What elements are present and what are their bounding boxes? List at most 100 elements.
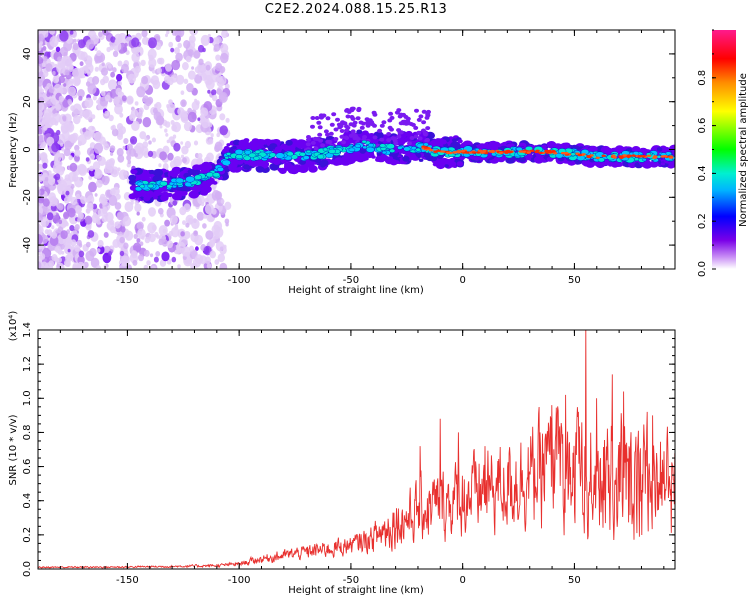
spectrogram-cell: [159, 124, 163, 129]
spectrogram-cell: [355, 116, 361, 121]
spectrogram-cell: [38, 173, 44, 183]
colorbar-tick-label: 0.6: [697, 118, 708, 134]
spectrogram-cell: [339, 129, 345, 133]
snr-y-tick-label: 1.4: [22, 322, 33, 338]
spectrogram-y-tick-label: 0: [22, 146, 33, 152]
spectrogram-cell: [669, 156, 674, 159]
spectrogram-cell: [84, 101, 90, 107]
spectrogram-cell: [179, 190, 188, 197]
spectrogram-cell: [197, 195, 205, 205]
spectrogram-cell: [452, 151, 457, 154]
spectrogram-cell: [64, 69, 70, 76]
spectrogram-cell: [117, 32, 127, 44]
spectrogram-cell: [113, 41, 122, 52]
spectrogram-cell: [415, 147, 421, 152]
spectrogram-cell: [195, 246, 199, 251]
spectrogram-cell: [333, 127, 339, 132]
spectrogram-cell: [57, 56, 62, 62]
spectrogram-cell: [43, 108, 52, 119]
snr-y-tick-label: 1.2: [22, 356, 33, 372]
spectrogram-cell: [67, 98, 72, 105]
spectrogram-cell: [219, 125, 228, 136]
spectrogram-cell: [75, 193, 81, 200]
spectrogram-cell: [134, 203, 142, 213]
spectrogram-cell: [134, 153, 138, 158]
spectrogram-cell: [74, 149, 81, 157]
spectrogram-cell: [109, 188, 116, 196]
spectrogram-cell: [365, 150, 375, 159]
spectrogram-cell: [130, 200, 134, 205]
spectrogram-cell: [423, 146, 429, 149]
spectrogram-cell: [104, 163, 113, 174]
spectrogram-cell: [177, 264, 181, 269]
spectrogram-cell: [177, 107, 185, 116]
spectrogram-cell: [144, 137, 148, 142]
spectrogram-cell: [440, 139, 447, 145]
spectrogram-cell: [57, 257, 62, 263]
spectrogram-cell: [108, 194, 118, 206]
spectrogram-cell: [493, 158, 500, 163]
spectrogram-cell: [128, 174, 137, 181]
spectrogram-cell: [70, 239, 77, 247]
spectrogram-cell: [70, 196, 78, 206]
spectrogram-cell: [448, 151, 453, 155]
spectrogram-cell: [39, 40, 44, 45]
spectrogram-cell: [244, 142, 251, 148]
spectrogram-cell: [201, 117, 210, 129]
spectrogram-cell: [191, 66, 195, 70]
spectrogram-cell: [69, 225, 75, 232]
spectrogram-cell: [392, 155, 398, 160]
spectrogram-cell: [161, 251, 170, 262]
spectrogram-cell: [356, 129, 363, 135]
spectrogram-cell: [67, 248, 71, 253]
spectrogram-cell: [386, 143, 395, 150]
spectrogram-cell: [81, 65, 89, 74]
spectrogram-cell: [456, 151, 462, 154]
spectrogram-cell: [140, 145, 149, 156]
spectrogram-cell: [631, 146, 641, 153]
spectrogram-cell: [181, 246, 191, 257]
spectrogram-cell: [155, 251, 161, 257]
spectrogram-cell: [108, 114, 114, 122]
spectrogram-cell: [216, 166, 224, 172]
spectrogram-cell: [253, 156, 260, 161]
spectrogram-cell: [425, 111, 431, 116]
spectrogram-cell: [54, 247, 59, 252]
spectrogram-cell: [84, 215, 93, 225]
spectrogram-cell: [215, 241, 225, 252]
spectrogram-cell: [72, 103, 82, 115]
spectrogram-cell: [67, 207, 76, 218]
spectrogram-cell: [656, 147, 663, 152]
spectrogram-cell: [349, 108, 355, 113]
spectrogram-cell: [409, 136, 415, 140]
spectrogram-cell: [45, 63, 53, 72]
spectrogram-cell: [96, 171, 101, 176]
spectrogram-cell: [42, 46, 47, 51]
spectrogram-cell: [53, 83, 62, 94]
spectrogram-cell: [179, 236, 188, 247]
spectrogram-cell: [150, 75, 160, 86]
spectrogram-cell: [60, 142, 64, 147]
spectrogram-cell: [424, 138, 430, 143]
spectrogram-cell: [158, 238, 164, 246]
spectrogram-cell: [117, 212, 124, 220]
spectrogram-cell: [112, 67, 117, 73]
spectrogram-cell: [188, 70, 196, 80]
snr-y-axis-label: SNR (10 * v/v): [8, 414, 19, 485]
spectrogram-cell: [185, 55, 192, 63]
spectrogram-cell: [416, 130, 422, 135]
spectrogram-cell: [110, 71, 115, 78]
spectrogram-cell: [107, 79, 118, 91]
spectrogram-cell: [460, 150, 465, 153]
spectrogram-cell: [92, 161, 101, 171]
spectrogram-cell: [498, 151, 504, 155]
spectrogram-cell: [68, 155, 73, 161]
spectrogram-cell: [328, 131, 334, 136]
spectrogram-axes: -150 -100 -50 0 50 -40 -20 0 20 40: [22, 29, 675, 286]
spectrogram-cell: [160, 194, 169, 202]
snr-x-tick-label: -100: [228, 575, 251, 586]
spectrogram-x-tick-label: -50: [343, 275, 359, 286]
spectrogram-cell: [389, 148, 396, 153]
spectrogram-cell: [126, 143, 133, 151]
